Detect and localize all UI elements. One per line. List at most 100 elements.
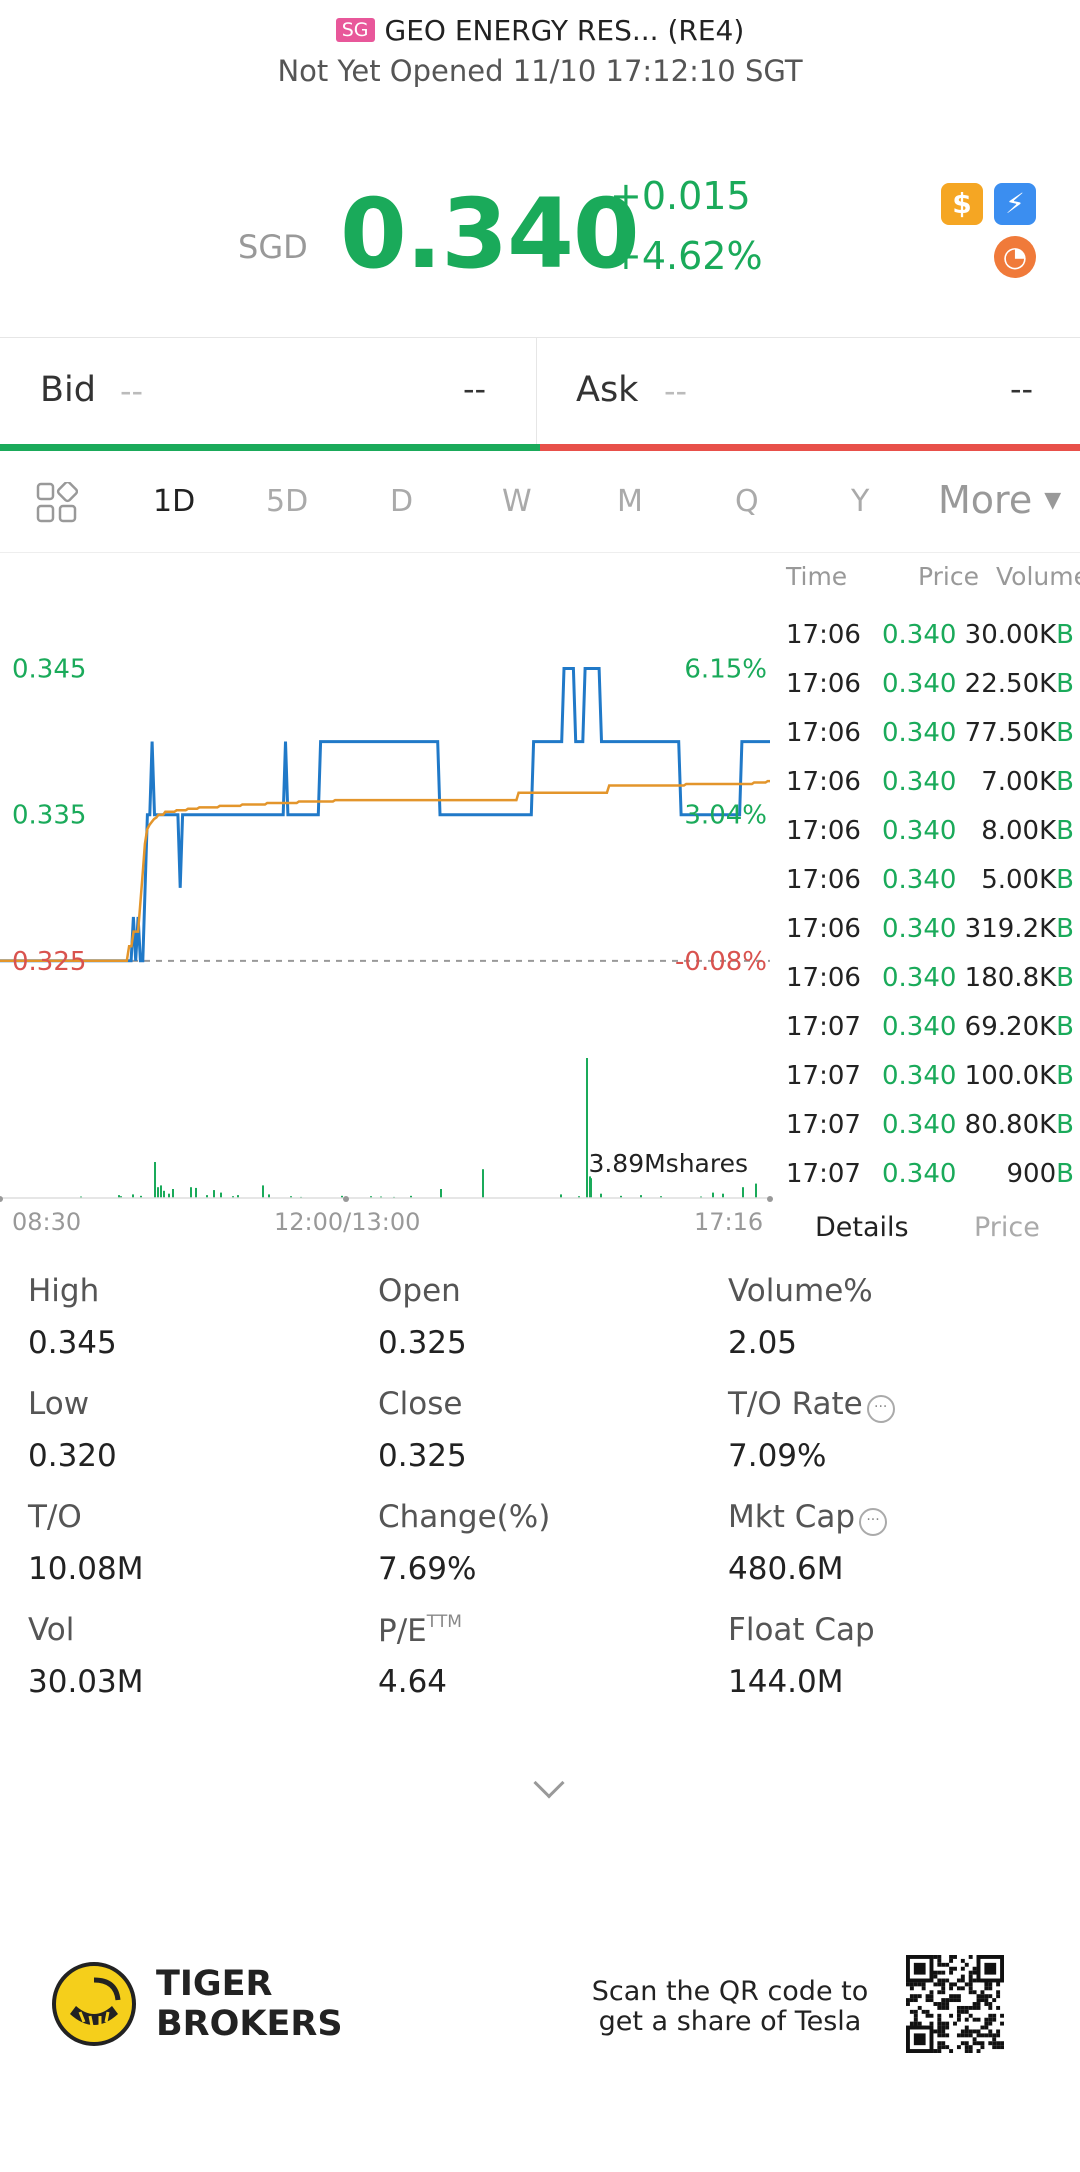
intraday-chart[interactable]: 0.345 6.15% 0.335 3.04% 0.325 -0.08% 3.89Mshar… [0,560,780,1210]
tab-5d[interactable]: 5D [266,484,309,519]
volume-bar [560,1194,562,1198]
tick-time: 17:06 [786,718,861,748]
stat-label: P/ETTM [378,1612,462,1649]
tick-price: 0.340 [882,914,957,944]
price-axis-label: 0.335 [12,801,86,831]
info-icon: ··· [866,1395,895,1423]
more-label: More [938,478,1033,522]
volume-bar [195,1187,197,1198]
tick-row: 17:06 0.340 5.00KB [770,865,1080,914]
stat-value: 0.325 [378,1438,467,1474]
stat-label: Low [28,1386,90,1422]
tick-row: 17:06 0.340 319.2KB [770,914,1080,963]
tick-price: 0.340 [882,865,957,895]
tick-row: 17:07 0.340 69.20KB [770,1012,1080,1061]
tick-time: 17:06 [786,620,861,650]
tick-row: 17:06 0.340 30.00KB [770,620,1080,669]
tick-time: 17:06 [786,865,861,895]
tab-w[interactable]: W [502,484,532,519]
dollar-icon[interactable]: $ [941,183,983,225]
volume-bar [410,1195,412,1198]
tick-time: 17:06 [786,963,861,993]
stat-label[interactable]: Mkt Cap ··· [728,1499,888,1536]
axis-time-end: 17:16 [694,1208,764,1236]
tick-flag: B [1056,718,1074,748]
ask-strength-bar [540,444,1080,451]
tick-price: 0.340 [882,767,957,797]
tick-flag: B [1056,1159,1074,1189]
volume-bar [232,1196,234,1198]
qr-code-icon[interactable] [906,1955,1004,2053]
volume-bar [578,1196,580,1198]
tick-volume: 100.0KB [964,1061,1074,1091]
tick-row: 17:06 0.340 7.00KB [770,767,1080,816]
tick-price: 0.340 [882,1110,957,1140]
bid-strength-bar [0,444,540,451]
volume-bar [120,1196,122,1198]
tick-price: 0.340 [882,1159,957,1189]
last-price: 0.340 [340,178,640,290]
volume-bar [213,1190,215,1198]
volume-bar [590,1178,592,1198]
tick-volume: 7.00KB [981,767,1074,797]
market-badge: SG [335,18,375,42]
tick-flag: B [1056,1012,1074,1042]
brand-line-1: TIGER [156,1964,273,2004]
tick-row: 17:06 0.340 77.50KB [770,718,1080,767]
tab-price[interactable]: Price [974,1212,1040,1243]
stat-label: Close [378,1386,463,1422]
volume-bar [600,1193,602,1198]
stat-label: Change(%) [378,1499,551,1535]
tiger-logo-icon [52,1962,136,2046]
stat-value: 30.03M [28,1664,144,1700]
tick-volume: 30.00KB [964,620,1074,650]
info-icon: ··· [859,1508,888,1536]
tick-flag: B [1056,816,1074,846]
stat-value: 4.64 [378,1664,448,1700]
tick-time: 17:07 [786,1110,861,1140]
tick-time: 17:06 [786,669,861,699]
scan-line-1: Scan the QR code to [591,1976,869,2007]
tick-row: 17:07 0.340 80.80KB [770,1110,1080,1159]
volume-bar [341,1195,343,1198]
volume-bar [755,1183,757,1198]
expand-chevron-icon[interactable] [533,1767,565,1799]
stat-value: 480.6M [728,1551,844,1587]
tick-flag: B [1056,767,1074,797]
grid-icon[interactable] [36,482,78,524]
tick-row: 17:06 0.340 8.00KB [770,816,1080,865]
stock-title: SG GEO ENERGY RES... (RE4) [0,14,1080,47]
volume-bar [440,1189,442,1198]
tick-price: 0.340 [882,1012,957,1042]
gauge-icon[interactable]: ◔ [994,236,1036,278]
stat-value: 7.09% [728,1438,827,1474]
ask-price: -- [664,372,688,410]
tick-price: 0.340 [882,718,957,748]
axis-dot [0,1196,3,1202]
tick-row: 17:07 0.340 100.0KB [770,1061,1080,1110]
volume-bar [172,1189,174,1198]
tab-m[interactable]: M [617,484,643,519]
tab-more[interactable]: More ▼ [938,478,1061,522]
tab-1d[interactable]: 1D [153,484,196,519]
tab-details[interactable]: Details [815,1212,909,1243]
volume-bar [160,1185,162,1198]
stat-label: T/O [28,1499,82,1535]
tab-d[interactable]: D [390,484,414,519]
ask-label: Ask [576,370,639,410]
volume-bar [262,1185,264,1198]
volume-bar [290,1196,292,1198]
tab-y[interactable]: Y [851,484,870,519]
lightning-icon[interactable]: ⚡ [994,183,1036,225]
tick-price: 0.340 [882,669,957,699]
tick-price: 0.340 [882,963,957,993]
axis-dot [767,1196,773,1202]
tick-flag: B [1056,620,1074,650]
stat-label[interactable]: T/O Rate ··· [728,1386,895,1423]
caret-down-icon: ▼ [1044,488,1062,513]
stat-value: 144.0M [728,1664,844,1700]
tick-price: 0.340 [882,620,957,650]
tick-volume: 5.00KB [981,865,1074,895]
tab-q[interactable]: Q [735,484,759,519]
tick-volume: 69.20KB [964,1012,1074,1042]
